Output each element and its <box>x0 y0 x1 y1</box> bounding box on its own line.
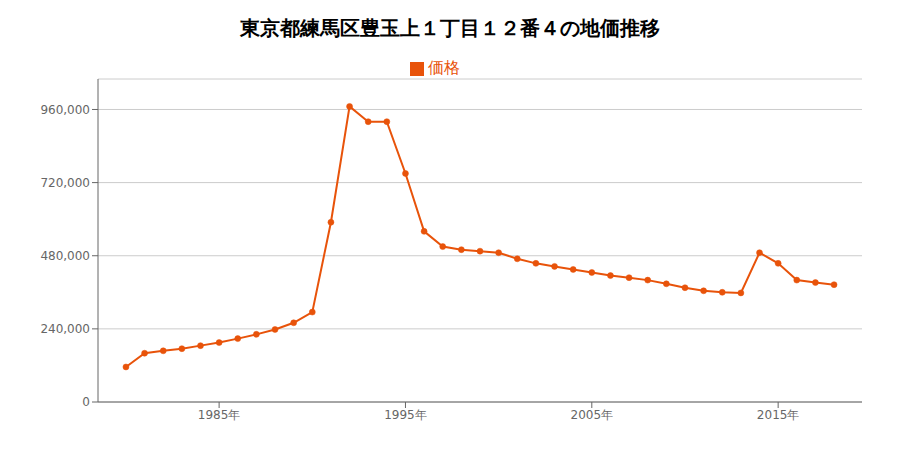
svg-text:2015年: 2015年 <box>757 408 800 422</box>
html-text:価格: 価格 <box>428 58 460 77</box>
svg-text:1985年: 1985年 <box>198 408 241 422</box>
svg-text:1995年: 1995年 <box>384 408 427 422</box>
svg-text:240,000: 240,000 <box>40 322 90 336</box>
svg-text:2005年: 2005年 <box>571 408 614 422</box>
svg-text:720,000: 720,000 <box>40 176 90 190</box>
html-text:東京都練馬区豊玉上１丁目１２番４の地価推移: 東京都練馬区豊玉上１丁目１２番４の地価推移 <box>240 16 660 40</box>
svg-text:0: 0 <box>82 395 90 409</box>
svg-text:960,000: 960,000 <box>40 103 90 117</box>
svg-text:480,000: 480,000 <box>40 249 90 263</box>
